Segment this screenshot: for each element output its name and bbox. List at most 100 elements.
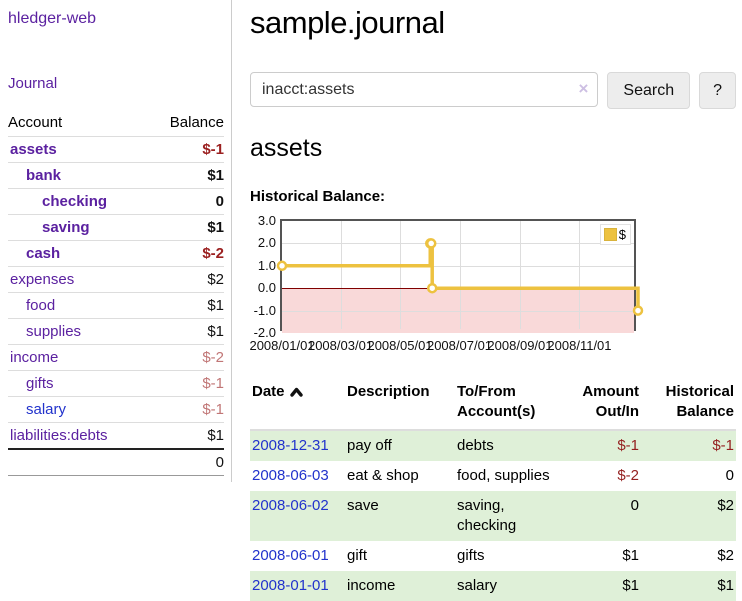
account-link[interactable]: bank xyxy=(26,167,62,184)
account-balance: $1 xyxy=(147,422,224,450)
x-axis-tick-label: 2008/09/01 xyxy=(487,338,553,353)
main-content: sample.journal × Search ? assets Histori… xyxy=(249,0,736,601)
account-row: saving $1 xyxy=(8,214,224,241)
x-gridline xyxy=(519,221,521,329)
account-link[interactable]: food xyxy=(26,297,56,314)
register-table-body: 2008-12-31 pay off debts $-1 $-1 2008-06-03 ea… xyxy=(250,430,736,601)
transaction-date-link[interactable]: 2008-06-03 xyxy=(252,467,329,484)
account-link[interactable]: cash xyxy=(26,245,61,262)
y-axis-tick-label: -1.0 xyxy=(253,302,276,318)
x-gridline xyxy=(400,221,402,329)
transaction-date-link[interactable]: 2008-06-02 xyxy=(252,497,329,514)
transaction-description: gift xyxy=(347,547,368,564)
account-balance: $-2 xyxy=(147,240,224,267)
description-column-header[interactable]: Description xyxy=(345,380,455,431)
transaction-balance: $-1 xyxy=(712,437,734,454)
transaction-date-link[interactable]: 2008-12-31 xyxy=(252,437,329,454)
account-balance: $1 xyxy=(147,214,224,241)
date-column-header[interactable]: Date xyxy=(250,380,345,431)
balance-column-header2[interactable]: Historical Balance xyxy=(641,380,736,431)
account-balance: $-1 xyxy=(147,370,224,397)
balance-line-series xyxy=(276,238,644,316)
transaction-accounts: salary xyxy=(457,577,498,594)
transaction-description: eat & shop xyxy=(347,467,419,484)
account-balance: $1 xyxy=(147,292,224,319)
chart-legend: $ xyxy=(599,224,631,245)
accounts-table-body: assets $-1 bank $1 checking 0 saving $1 cash $-2 e… xyxy=(8,136,224,450)
transaction-amount: $-2 xyxy=(617,467,639,484)
account-link[interactable]: expenses xyxy=(10,271,75,288)
transaction-date-link[interactable]: 2008-06-01 xyxy=(252,547,329,564)
chart-title: Historical Balance: xyxy=(250,188,386,205)
spacer-cell xyxy=(8,448,148,476)
search-button[interactable]: Search xyxy=(607,72,691,109)
account-heading: assets xyxy=(250,134,323,162)
x-gridline xyxy=(579,221,581,329)
account-balance: $-1 xyxy=(147,136,224,163)
account-link[interactable]: gifts xyxy=(26,375,54,392)
transaction-amount: $-1 xyxy=(617,437,639,454)
search-input[interactable] xyxy=(250,72,599,107)
y-axis-tick-label: 1.0 xyxy=(257,257,276,273)
register-table: Date Description To/From Account(s) Amou… xyxy=(250,380,736,601)
transaction-accounts: saving, checking xyxy=(457,497,517,534)
transaction-amount: 0 xyxy=(630,497,639,514)
account-link[interactable]: salary xyxy=(26,401,67,418)
transaction-row[interactable]: 2008-12-31 pay off debts $-1 $-1 xyxy=(250,430,736,461)
chart-plot-area: $ xyxy=(276,219,644,333)
journal-nav-link[interactable]: Journal xyxy=(8,75,58,92)
transaction-row[interactable]: 2008-06-02 save saving, checking 0 $2 xyxy=(250,491,736,541)
transaction-date-link[interactable]: 2008-01-01 xyxy=(252,577,329,594)
account-link[interactable]: income xyxy=(10,349,59,366)
accounts-table-header: Account Balance xyxy=(8,110,224,137)
sidebar: hledger-web Journal Account Balance asse… xyxy=(0,0,232,482)
page-title: sample.journal xyxy=(250,5,445,40)
account-link[interactable]: checking xyxy=(42,193,108,210)
help-button[interactable]: ? xyxy=(699,72,736,109)
transaction-accounts: debts xyxy=(457,437,494,454)
account-row: income $-2 xyxy=(8,344,224,371)
search-input-wrap: × xyxy=(250,72,599,109)
account-link[interactable]: saving xyxy=(42,219,90,236)
transaction-accounts: gifts xyxy=(457,547,485,564)
account-balance: $2 xyxy=(147,266,224,293)
transaction-description: pay off xyxy=(347,437,392,454)
sort-ascending-icon xyxy=(289,387,303,397)
x-axis-tick-label: 2008/01/01 xyxy=(249,338,315,353)
legend-series-label: $ xyxy=(618,227,626,242)
account-row: cash $-2 xyxy=(8,240,224,267)
account-link[interactable]: supplies xyxy=(26,323,82,340)
data-point-marker xyxy=(276,260,288,272)
x-axis-tick-label: 2008/11/01 xyxy=(547,338,612,353)
account-row: bank $1 xyxy=(8,162,224,189)
y-axis-tick-label: 0.0 xyxy=(257,280,276,296)
clear-search-icon[interactable]: × xyxy=(578,79,589,98)
transaction-row[interactable]: 2008-06-01 gift gifts $1 $2 xyxy=(250,541,736,571)
transaction-balance: $2 xyxy=(717,547,734,564)
accounts-total-row: 0 xyxy=(8,448,224,476)
account-column-header: Account xyxy=(8,110,148,137)
account-balance: $1 xyxy=(147,162,224,189)
y-axis-tick-label: 2.0 xyxy=(257,235,276,251)
transaction-row[interactable]: 2008-06-03 eat & shop food, supplies $-2 0 xyxy=(250,461,736,491)
amount-column-header[interactable]: Amount Out/In xyxy=(559,380,641,431)
app-title[interactable]: hledger-web xyxy=(8,10,97,27)
account-balance: $1 xyxy=(147,318,224,345)
account-balance: $-1 xyxy=(147,396,224,423)
data-point-marker xyxy=(632,305,644,316)
x-gridline xyxy=(459,221,461,329)
transaction-description: save xyxy=(347,497,379,514)
transaction-row[interactable]: 2008-01-01 income salary $1 $1 xyxy=(250,571,736,601)
account-row: expenses $2 xyxy=(8,266,224,293)
account-link[interactable]: assets xyxy=(10,141,57,158)
x-gridline xyxy=(340,221,342,329)
account-balance: 0 xyxy=(147,188,224,215)
account-row: liabilities:debts $1 xyxy=(8,422,224,450)
account-row: checking 0 xyxy=(8,188,224,215)
account-row: gifts $-1 xyxy=(8,370,224,397)
y-gridline xyxy=(282,243,634,245)
search-form: × Search ? xyxy=(250,72,736,109)
account-link[interactable]: liabilities:debts xyxy=(10,427,108,444)
transaction-balance: $2 xyxy=(717,497,734,514)
accounts-column-header[interactable]: To/From Account(s) xyxy=(455,380,559,431)
